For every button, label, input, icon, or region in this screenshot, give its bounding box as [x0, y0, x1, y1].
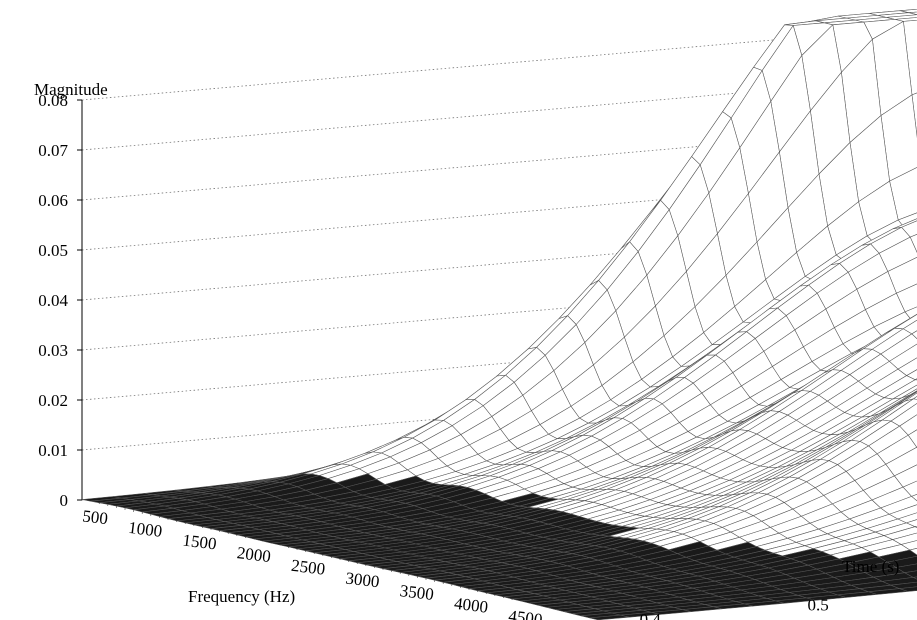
x-tick-label: 500: [81, 506, 109, 528]
z-tick-label: 0.06: [38, 191, 68, 210]
surface-cell: [911, 493, 917, 502]
grid-line: [81, 79, 889, 151]
grid-line: [81, 329, 889, 401]
surface-cell: [912, 396, 917, 400]
z-tick-label: 0.03: [38, 341, 68, 360]
grid-line: [81, 279, 889, 351]
x-axis-label: Frequency (Hz): [188, 587, 295, 606]
z-tick-label: 0: [60, 491, 69, 510]
grid-line: [81, 129, 889, 201]
grid-line: [81, 29, 889, 101]
z-tick-label: 0.07: [38, 141, 68, 160]
x-tick-label: 1500: [182, 531, 218, 554]
z-tick-label: 0.08: [38, 91, 68, 110]
x-tick-label: 3500: [399, 581, 435, 604]
grid-line: [81, 179, 889, 251]
grid-line: [81, 229, 889, 301]
z-tick-label: 0.04: [38, 291, 68, 310]
z-tick-label: 0.01: [38, 441, 68, 460]
x-tick-label: 4500: [507, 606, 543, 620]
y-tick-label: 0.5: [808, 596, 829, 615]
surface-mesh: [81, 8, 917, 620]
x-tick-label: 2500: [290, 556, 326, 579]
x-tick-label: 1000: [127, 518, 163, 541]
tick-labels: 0 0.01 0.02 0.03 0.04 0.05 0.06 0.07 0.08 500 1000…: [38, 91, 829, 620]
y-tick-label: 0.4: [640, 610, 662, 620]
x-tick-label: 2000: [236, 543, 272, 566]
axis-titles: Magnitude Frequency (Hz) Time (s): [34, 80, 899, 606]
surface-cell: [911, 330, 917, 340]
y-axis-label: Time (s): [842, 557, 899, 576]
surface-cell: [589, 614, 630, 620]
z-tick-label: 0.05: [38, 241, 68, 260]
x-tick-label: 3000: [345, 568, 381, 591]
x-tick-label: 4000: [453, 594, 489, 617]
z-axis-label: Magnitude: [34, 80, 108, 99]
z-tick-label: 0.02: [38, 391, 68, 410]
